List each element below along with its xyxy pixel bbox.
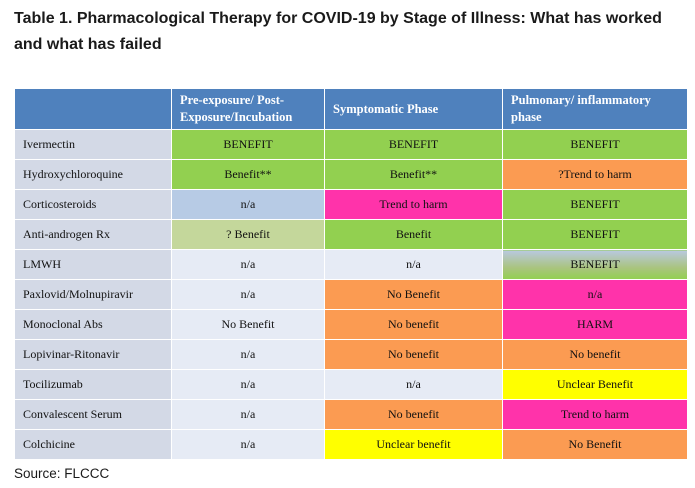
cell-symptomatic: Unclear benefit — [324, 429, 503, 460]
table-row: Paxlovid/Molnupiravir n/a No Benefit n/a — [14, 279, 688, 310]
table-row: LMWH n/a n/a BENEFIT — [14, 249, 688, 280]
header-pre-exposure: Pre-exposure/ Post-Exposure/Incubation — [171, 88, 325, 130]
drug-name: LMWH — [14, 249, 172, 280]
table-row: Anti-androgen Rx ? Benefit Benefit BENEF… — [14, 219, 688, 250]
cell-pulmonary: No Benefit — [502, 429, 688, 460]
table-row: Tocilizumab n/a n/a Unclear Benefit — [14, 369, 688, 400]
cell-pre-exposure: n/a — [171, 369, 325, 400]
header-row: Pre-exposure/ Post-Exposure/Incubation S… — [14, 88, 688, 130]
cell-pulmonary: HARM — [502, 309, 688, 340]
cell-symptomatic: No benefit — [324, 309, 503, 340]
drug-name: Colchicine — [14, 429, 172, 460]
table-row: Hydroxychloroquine Benefit** Benefit** ?… — [14, 159, 688, 190]
cell-symptomatic: BENEFIT — [324, 129, 503, 160]
cell-pulmonary: Trend to harm — [502, 399, 688, 430]
cell-pulmonary: BENEFIT — [502, 129, 688, 160]
cell-pre-exposure: n/a — [171, 429, 325, 460]
drug-name: Convalescent Serum — [14, 399, 172, 430]
cell-symptomatic: n/a — [324, 249, 503, 280]
table-row: Corticosteroids n/a Trend to harm BENEFI… — [14, 189, 688, 220]
header-pulmonary: Pulmonary/ inflammatory phase — [502, 88, 688, 130]
therapy-table: Pre-exposure/ Post-Exposure/Incubation S… — [14, 88, 688, 460]
cell-pre-exposure: n/a — [171, 249, 325, 280]
cell-pulmonary: ?Trend to harm — [502, 159, 688, 190]
cell-pre-exposure: ? Benefit — [171, 219, 325, 250]
drug-name: Ivermectin — [14, 129, 172, 160]
table-title: Table 1. Pharmacological Therapy for COV… — [14, 10, 662, 53]
table-row: Monoclonal Abs No Benefit No benefit HAR… — [14, 309, 688, 340]
header-drug — [14, 88, 172, 130]
cell-pulmonary: BENEFIT — [502, 249, 688, 280]
cell-pre-exposure: n/a — [171, 189, 325, 220]
cell-pulmonary: n/a — [502, 279, 688, 310]
cell-symptomatic: n/a — [324, 369, 503, 400]
cell-symptomatic: Benefit — [324, 219, 503, 250]
cell-symptomatic: No benefit — [324, 339, 503, 370]
drug-name: Corticosteroids — [14, 189, 172, 220]
drug-name: Tocilizumab — [14, 369, 172, 400]
cell-pulmonary: Unclear Benefit — [502, 369, 688, 400]
cell-symptomatic: No Benefit — [324, 279, 503, 310]
cell-pulmonary: BENEFIT — [502, 219, 688, 250]
cell-pre-exposure: BENEFIT — [171, 129, 325, 160]
drug-name: Monoclonal Abs — [14, 309, 172, 340]
table-row: Lopivinar-Ritonavir n/a No benefit No be… — [14, 339, 688, 370]
cell-symptomatic: Benefit** — [324, 159, 503, 190]
drug-name: Anti-androgen Rx — [14, 219, 172, 250]
cell-pulmonary: No benefit — [502, 339, 688, 370]
cell-pulmonary: BENEFIT — [502, 189, 688, 220]
cell-symptomatic: No benefit — [324, 399, 503, 430]
drug-name: Lopivinar-Ritonavir — [14, 339, 172, 370]
drug-name: Paxlovid/Molnupiravir — [14, 279, 172, 310]
table-row: Colchicine n/a Unclear benefit No Benefi… — [14, 429, 688, 460]
cell-symptomatic: Trend to harm — [324, 189, 503, 220]
table-row: Ivermectin BENEFIT BENEFIT BENEFIT — [14, 129, 688, 160]
cell-pre-exposure: n/a — [171, 339, 325, 370]
table-row: Convalescent Serum n/a No benefit Trend … — [14, 399, 688, 430]
source-note: Source: FLCCC — [14, 466, 110, 481]
header-symptomatic: Symptomatic Phase — [324, 88, 503, 130]
cell-pre-exposure: Benefit** — [171, 159, 325, 190]
drug-name: Hydroxychloroquine — [14, 159, 172, 190]
cell-pre-exposure: No Benefit — [171, 309, 325, 340]
cell-pre-exposure: n/a — [171, 279, 325, 310]
cell-pre-exposure: n/a — [171, 399, 325, 430]
